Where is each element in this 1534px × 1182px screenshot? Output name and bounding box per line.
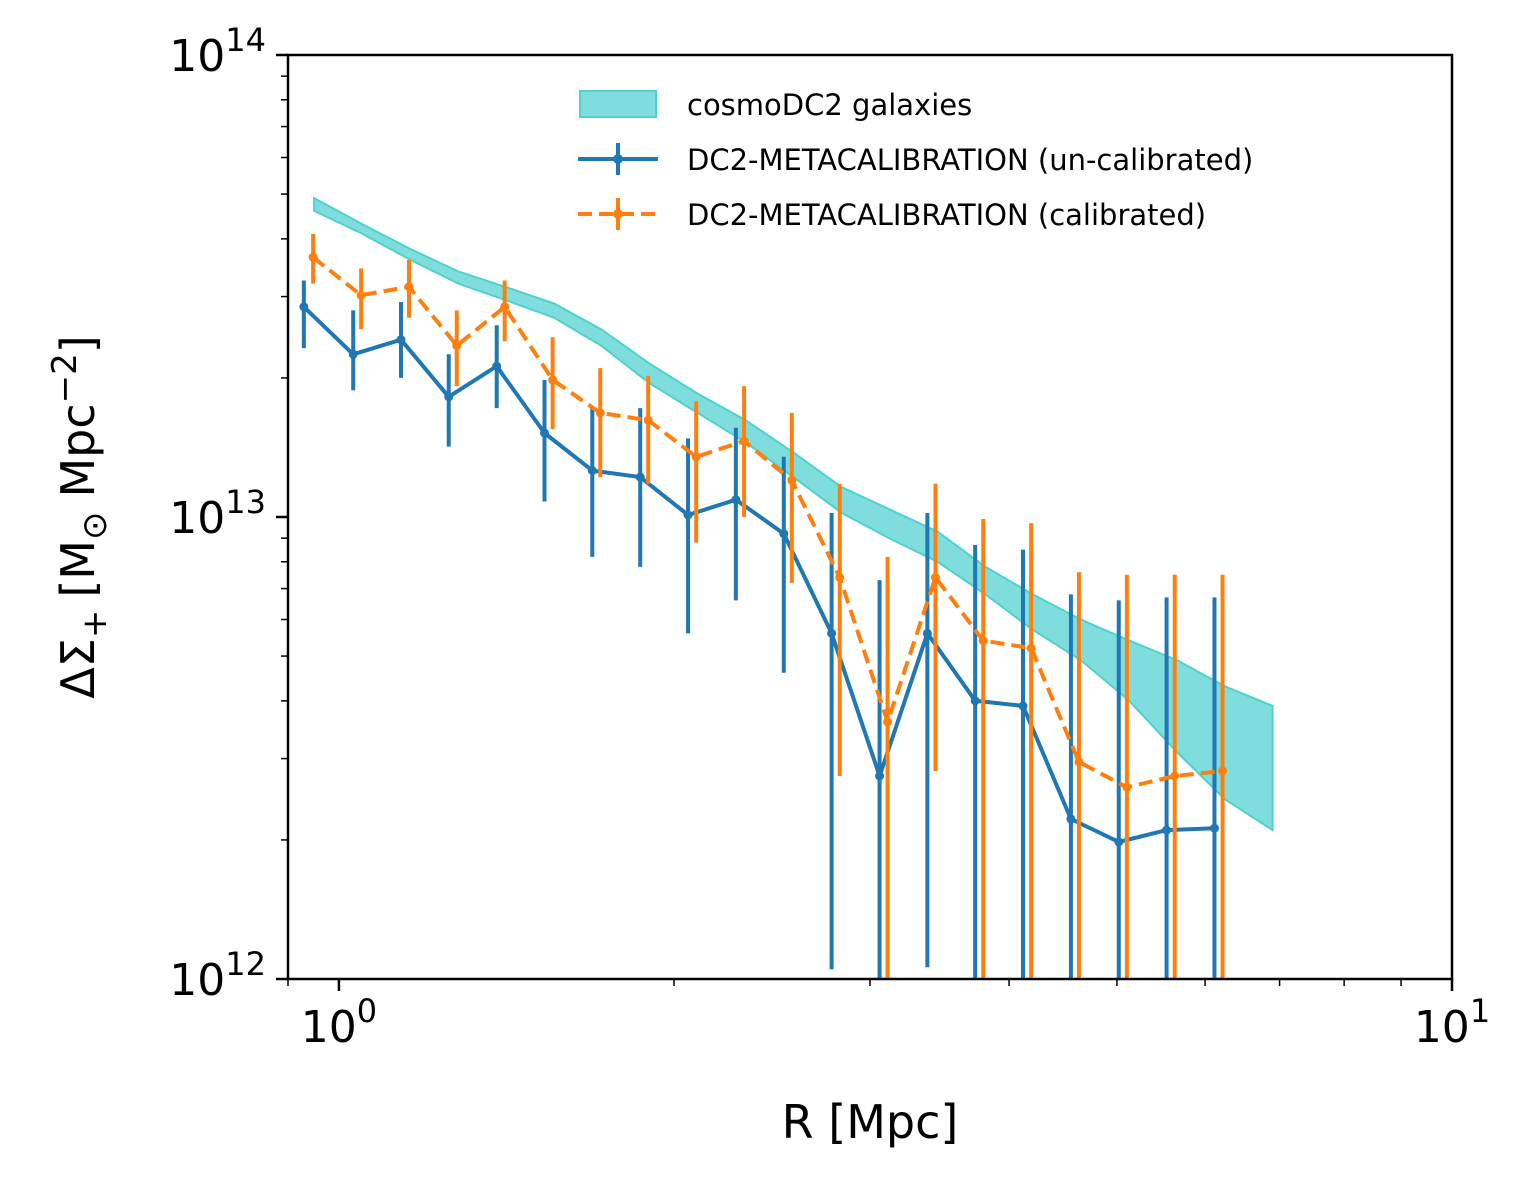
legend-point xyxy=(613,209,623,219)
data-point xyxy=(308,252,318,262)
data-point xyxy=(827,628,837,638)
data-point xyxy=(787,475,797,485)
series-line xyxy=(311,255,1223,790)
legend-label-calibrated: DC2-METACALIBRATION (calibrated) xyxy=(687,198,1206,232)
data-point xyxy=(835,572,845,582)
data-point xyxy=(1122,782,1132,792)
data-point xyxy=(1074,757,1084,767)
data-point xyxy=(452,341,462,351)
data-point xyxy=(1218,766,1228,776)
data-point xyxy=(1170,771,1180,781)
data-point xyxy=(1066,814,1076,824)
data-point xyxy=(643,415,653,425)
data-point xyxy=(779,529,789,539)
data-point xyxy=(404,282,414,292)
data-point xyxy=(356,290,366,300)
data-point xyxy=(396,335,406,345)
data-point xyxy=(691,452,701,462)
legend-marker-uncalibrated xyxy=(578,143,658,175)
legend: cosmoDC2 galaxies DC2-METACALIBRATION (u… xyxy=(578,88,1253,232)
data-point xyxy=(1114,837,1124,847)
data-point xyxy=(978,636,988,646)
data-point xyxy=(739,436,749,446)
data-point xyxy=(1209,823,1219,833)
data-point xyxy=(1162,825,1172,835)
series-0 xyxy=(299,280,1219,979)
data-point xyxy=(348,349,358,359)
data-point xyxy=(444,392,454,402)
data-point xyxy=(299,302,309,312)
data-point xyxy=(587,466,597,476)
y-axis-label: ΔΣ+[M⊙Mpc−2] xyxy=(45,335,115,698)
series-line xyxy=(302,305,1215,844)
y-tick-label: 1014 xyxy=(169,21,266,82)
data-point xyxy=(635,472,645,482)
legend-marker-calibrated xyxy=(578,198,658,230)
x-tick-label: 100 xyxy=(301,992,377,1053)
data-point xyxy=(492,361,502,371)
legend-point xyxy=(613,154,623,164)
cosmodc2-band xyxy=(313,196,1274,832)
data-point xyxy=(883,717,893,727)
data-point xyxy=(875,771,885,781)
data-point xyxy=(540,428,550,438)
data-point xyxy=(731,495,741,505)
x-tick-label: 101 xyxy=(1414,992,1490,1053)
legend-band-swatch xyxy=(579,90,657,118)
data-point xyxy=(930,572,940,582)
data-point xyxy=(500,302,510,312)
legend-label-cosmodc2: cosmoDC2 galaxies xyxy=(687,88,972,122)
data-point xyxy=(1018,701,1028,711)
plot-area xyxy=(299,196,1274,979)
data-point xyxy=(595,408,605,418)
data-point xyxy=(970,696,980,706)
y-tick-label: 1013 xyxy=(169,483,266,544)
data-point xyxy=(1026,643,1036,653)
series-1 xyxy=(308,233,1228,979)
x-axis-label: R [Mpc] xyxy=(782,1095,959,1149)
legend-label-uncalibrated: DC2-METACALIBRATION (un-calibrated) xyxy=(687,143,1253,177)
axis-ticks: 100 101 1012 1013 1014 xyxy=(169,21,1490,1053)
data-point xyxy=(683,510,693,520)
data-point xyxy=(922,628,932,638)
y-tick-label: 1012 xyxy=(169,945,266,1006)
data-point xyxy=(548,375,558,385)
